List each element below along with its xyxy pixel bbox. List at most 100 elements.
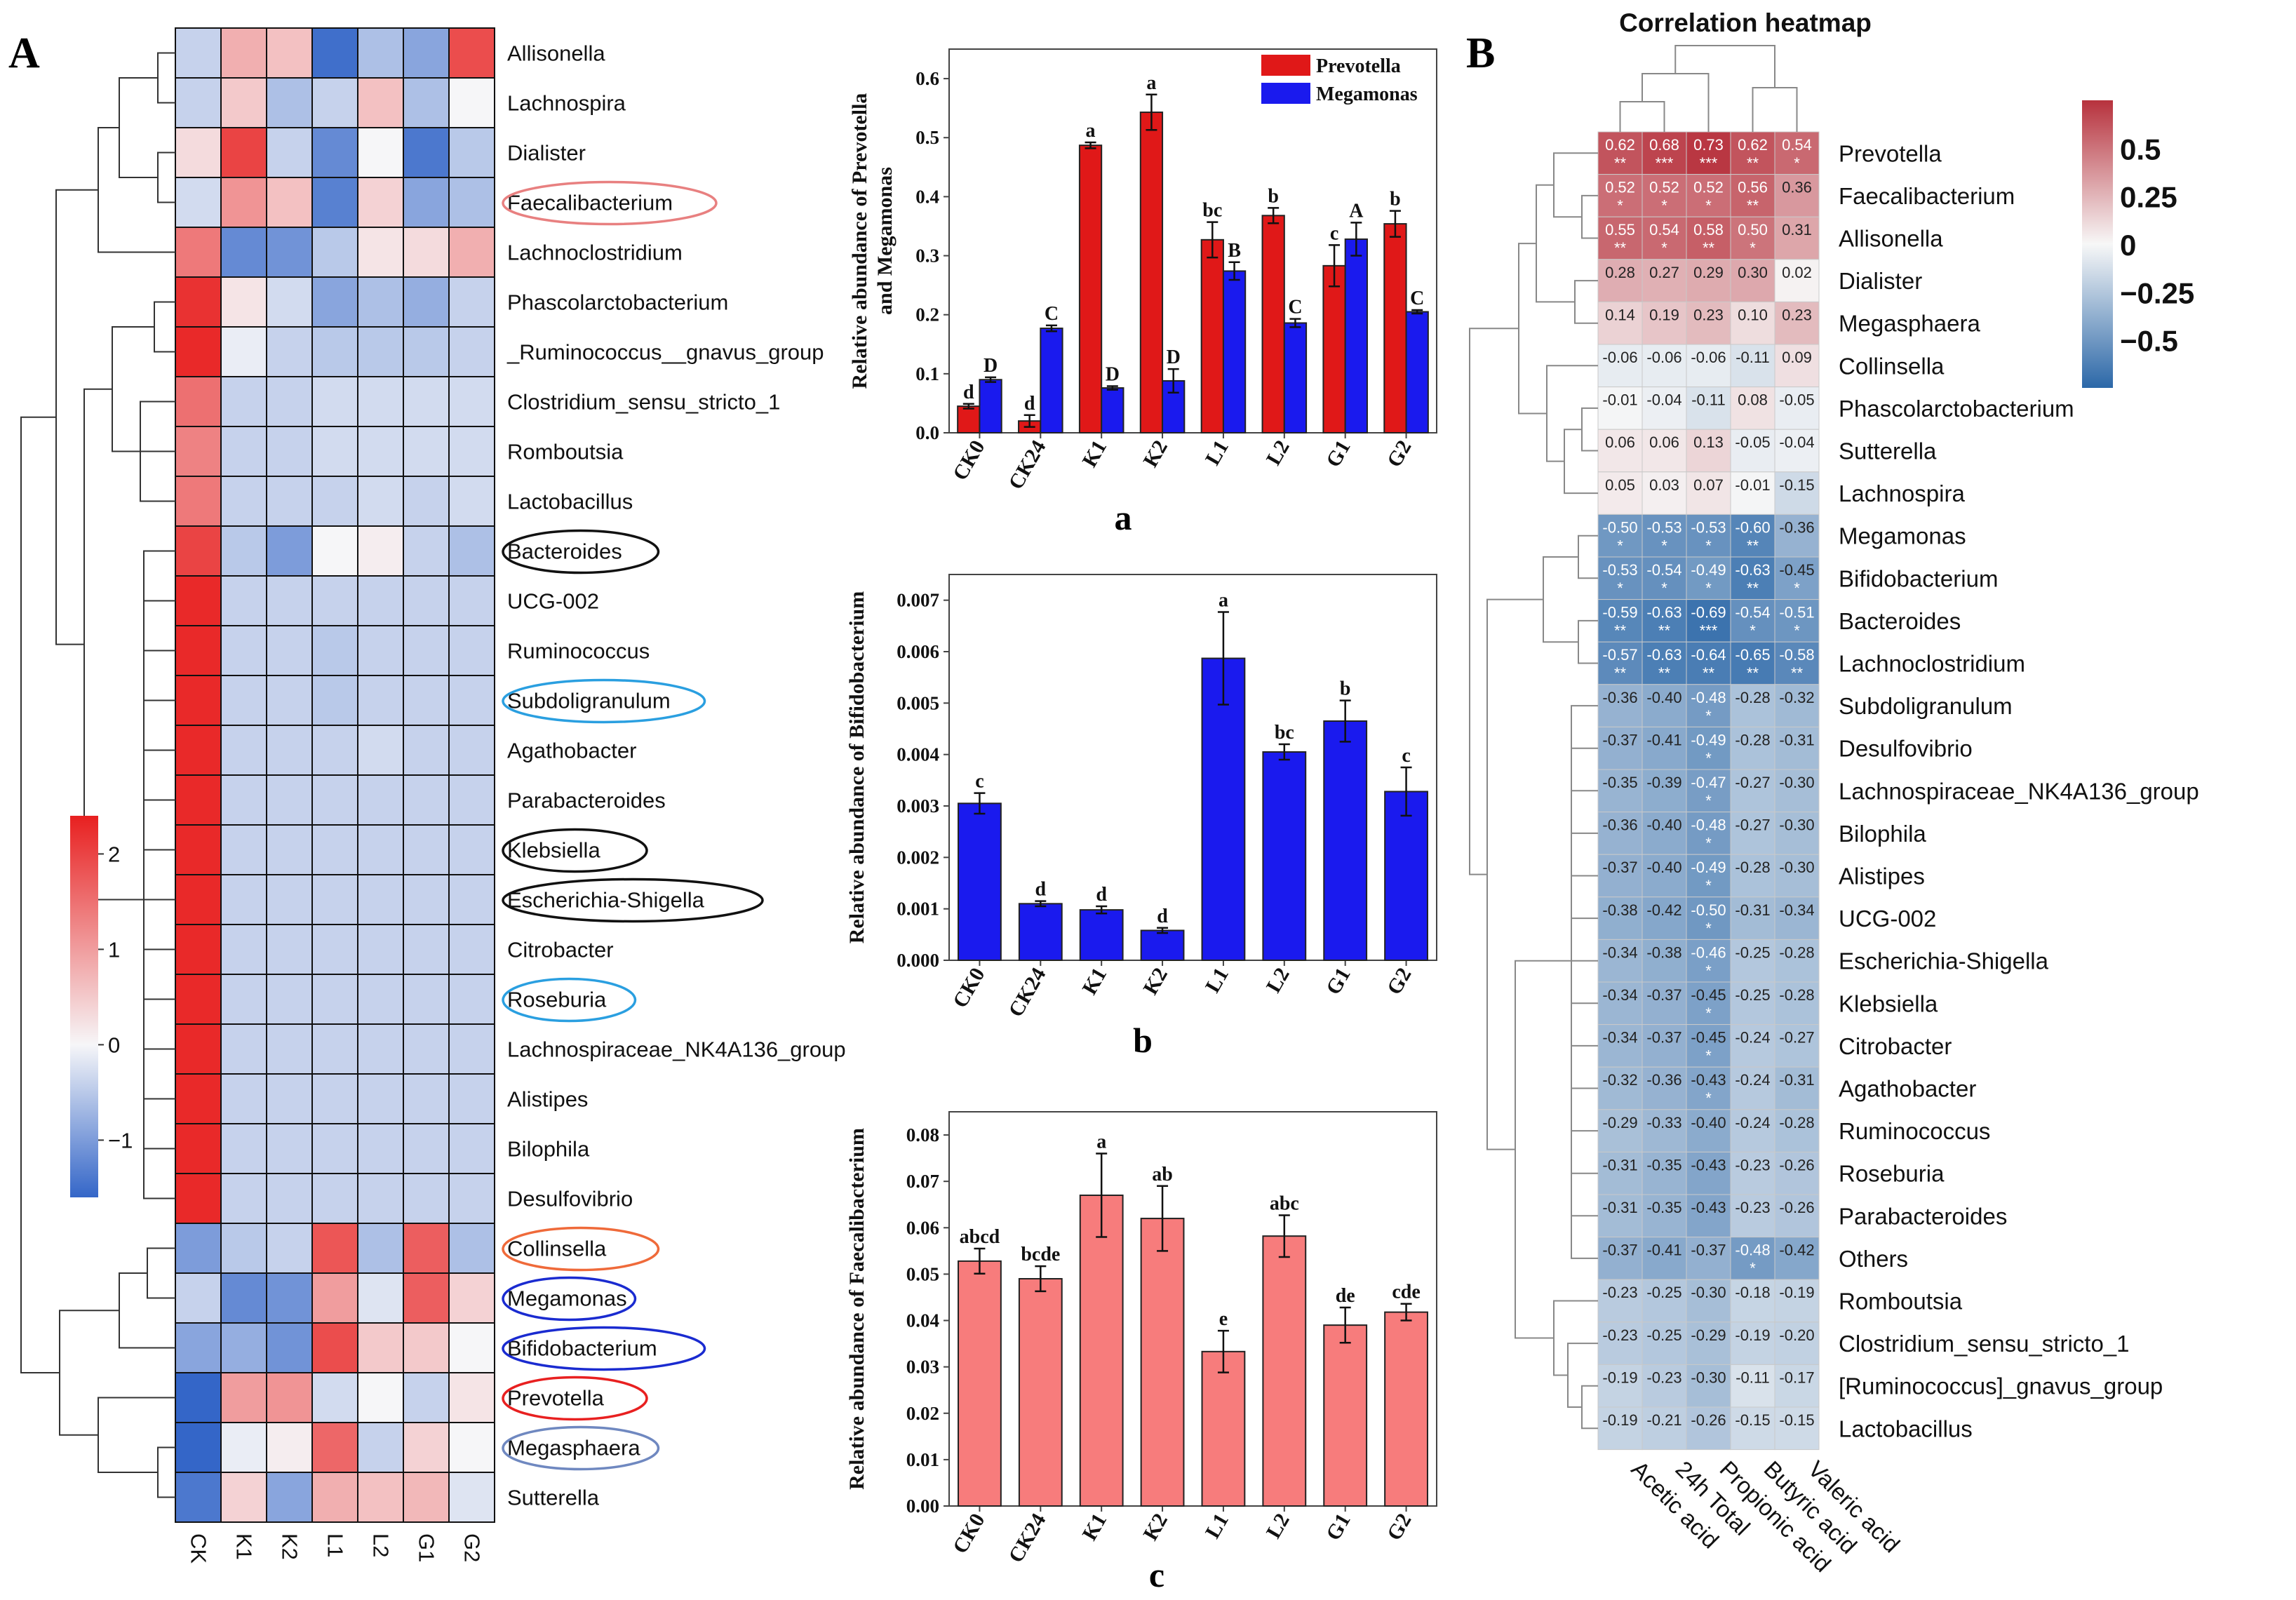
significance-stars: * — [1617, 537, 1623, 554]
heatmap-cell — [448, 426, 495, 477]
heatmap-cell — [220, 824, 267, 875]
heatmap-cell — [266, 1422, 313, 1473]
corr-value: -0.45 — [1691, 986, 1726, 1004]
correlation-heatmap-panel: Correlation heatmap0.62**0.68***0.73***0… — [1469, 8, 2199, 1577]
corr-value: -0.29 — [1691, 1326, 1726, 1344]
corr-cell — [1642, 429, 1687, 473]
heatmap-cell — [311, 1223, 358, 1274]
corr-value: -0.27 — [1735, 816, 1770, 834]
x-tick-label: CK24 — [1004, 436, 1050, 493]
corr-cell — [1597, 1364, 1643, 1408]
corr-cell — [1642, 1322, 1687, 1365]
significance-label: d — [1035, 879, 1047, 901]
corr-cell — [1686, 174, 1731, 217]
heatmap-cell — [448, 924, 495, 975]
corr-value: -0.26 — [1691, 1411, 1726, 1429]
x-tick-label: G2 — [1383, 1510, 1416, 1545]
heatmap-cell — [403, 1023, 450, 1075]
heatmap-cell — [175, 1073, 222, 1124]
heatmap-row-label: Lachnospiraceae_NK4A136_group — [507, 1037, 846, 1062]
significance-stars: * — [1705, 962, 1712, 979]
heatmap-cell — [403, 525, 450, 577]
heatmap-cell — [220, 326, 267, 377]
corr-row-label: Lactobacillus — [1839, 1416, 1973, 1441]
corr-value: -0.26 — [1779, 1156, 1814, 1174]
corr-cell — [1730, 556, 1775, 600]
dendrogram-branch — [1515, 960, 1571, 1339]
heatmap-cell — [220, 1223, 267, 1274]
heatmap-cell — [357, 725, 404, 776]
corr-value: -0.24 — [1735, 1071, 1770, 1089]
corr-value: -0.35 — [1646, 1156, 1681, 1174]
heatmap-cell — [175, 77, 222, 128]
significance-stars: * — [1705, 1047, 1712, 1065]
corr-value: 0.06 — [1649, 433, 1679, 451]
significance-label: abcd — [960, 1226, 1000, 1248]
corr-cell — [1642, 1109, 1687, 1152]
corr-row-label: Dialister — [1839, 268, 1922, 294]
corr-value: -0.46 — [1691, 943, 1726, 961]
highlight-oval — [502, 1326, 706, 1371]
corr-value: -0.25 — [1646, 1326, 1681, 1344]
heatmap-cell — [175, 625, 222, 676]
y-tick-label: 0.04 — [906, 1310, 939, 1331]
corr-value: -0.27 — [1779, 1029, 1814, 1047]
corr-value: -0.37 — [1602, 859, 1637, 876]
corr-row-label: Alistipes — [1839, 863, 1925, 889]
y-tick-label: 0.004 — [897, 744, 939, 765]
heatmap-cell — [175, 1422, 222, 1473]
significance-stars: ** — [1658, 622, 1671, 640]
corr-cell — [1642, 1237, 1687, 1280]
heatmap-cell — [357, 824, 404, 875]
significance-stars: * — [1705, 1089, 1712, 1107]
corr-cell — [1774, 429, 1820, 473]
corr-value: -0.36 — [1602, 689, 1637, 706]
heatmap-cell — [448, 824, 495, 875]
highlight-oval — [502, 1425, 660, 1471]
corr-cell — [1597, 259, 1643, 302]
corr-value: 0.73 — [1693, 136, 1724, 154]
significance-label: de — [1336, 1285, 1355, 1307]
corr-cell — [1774, 812, 1820, 855]
heatmap-col-label: G1 — [415, 1533, 439, 1562]
heatmap-cell — [220, 77, 267, 128]
corr-value: -0.06 — [1691, 349, 1726, 366]
heatmap-cell — [448, 1272, 495, 1324]
corr-value: -0.35 — [1602, 774, 1637, 791]
highlight-oval — [502, 529, 660, 574]
legend-label: Prevotella — [1316, 55, 1401, 77]
corr-cell — [1597, 1322, 1643, 1365]
corr-cell — [1730, 1406, 1775, 1451]
corr-value: -0.30 — [1779, 816, 1814, 834]
corr-value: -0.69 — [1691, 604, 1726, 621]
heatmap-cell — [266, 177, 313, 228]
corr-value: -0.28 — [1735, 689, 1770, 706]
significance-stars: * — [1705, 707, 1712, 725]
dendrogram-branch — [119, 77, 158, 178]
corr-value: -0.11 — [1691, 391, 1726, 409]
corr-cell — [1642, 812, 1687, 855]
y-tick-label: 0.01 — [906, 1449, 939, 1470]
y-axis-label: and Megamonas — [873, 167, 897, 315]
heatmap-cell — [311, 476, 358, 527]
dendrogram-branch — [157, 52, 175, 104]
corr-value: -0.30 — [1779, 859, 1814, 876]
heatmap-cell — [403, 575, 450, 626]
y-tick-label: 0.00 — [906, 1495, 939, 1517]
heatmap-cell — [448, 725, 495, 776]
corr-cell — [1642, 556, 1687, 600]
legend-swatch — [1261, 55, 1310, 76]
bar-prevotella — [957, 405, 981, 434]
corr-value: 0.23 — [1782, 306, 1812, 323]
y-tick-label: 0.5 — [915, 127, 939, 148]
dendrogram-branch — [1581, 194, 1598, 239]
corr-cell — [1774, 174, 1820, 217]
y-tick-label: 0.2 — [915, 304, 939, 325]
dendrogram-branch — [20, 416, 60, 1373]
heatmap-cell — [175, 1123, 222, 1174]
significance-stars: * — [1794, 154, 1800, 172]
plot-frame — [948, 574, 1437, 961]
corr-value: -0.01 — [1735, 476, 1770, 494]
corr-value: -0.32 — [1779, 689, 1814, 706]
corr-cell — [1686, 344, 1731, 388]
